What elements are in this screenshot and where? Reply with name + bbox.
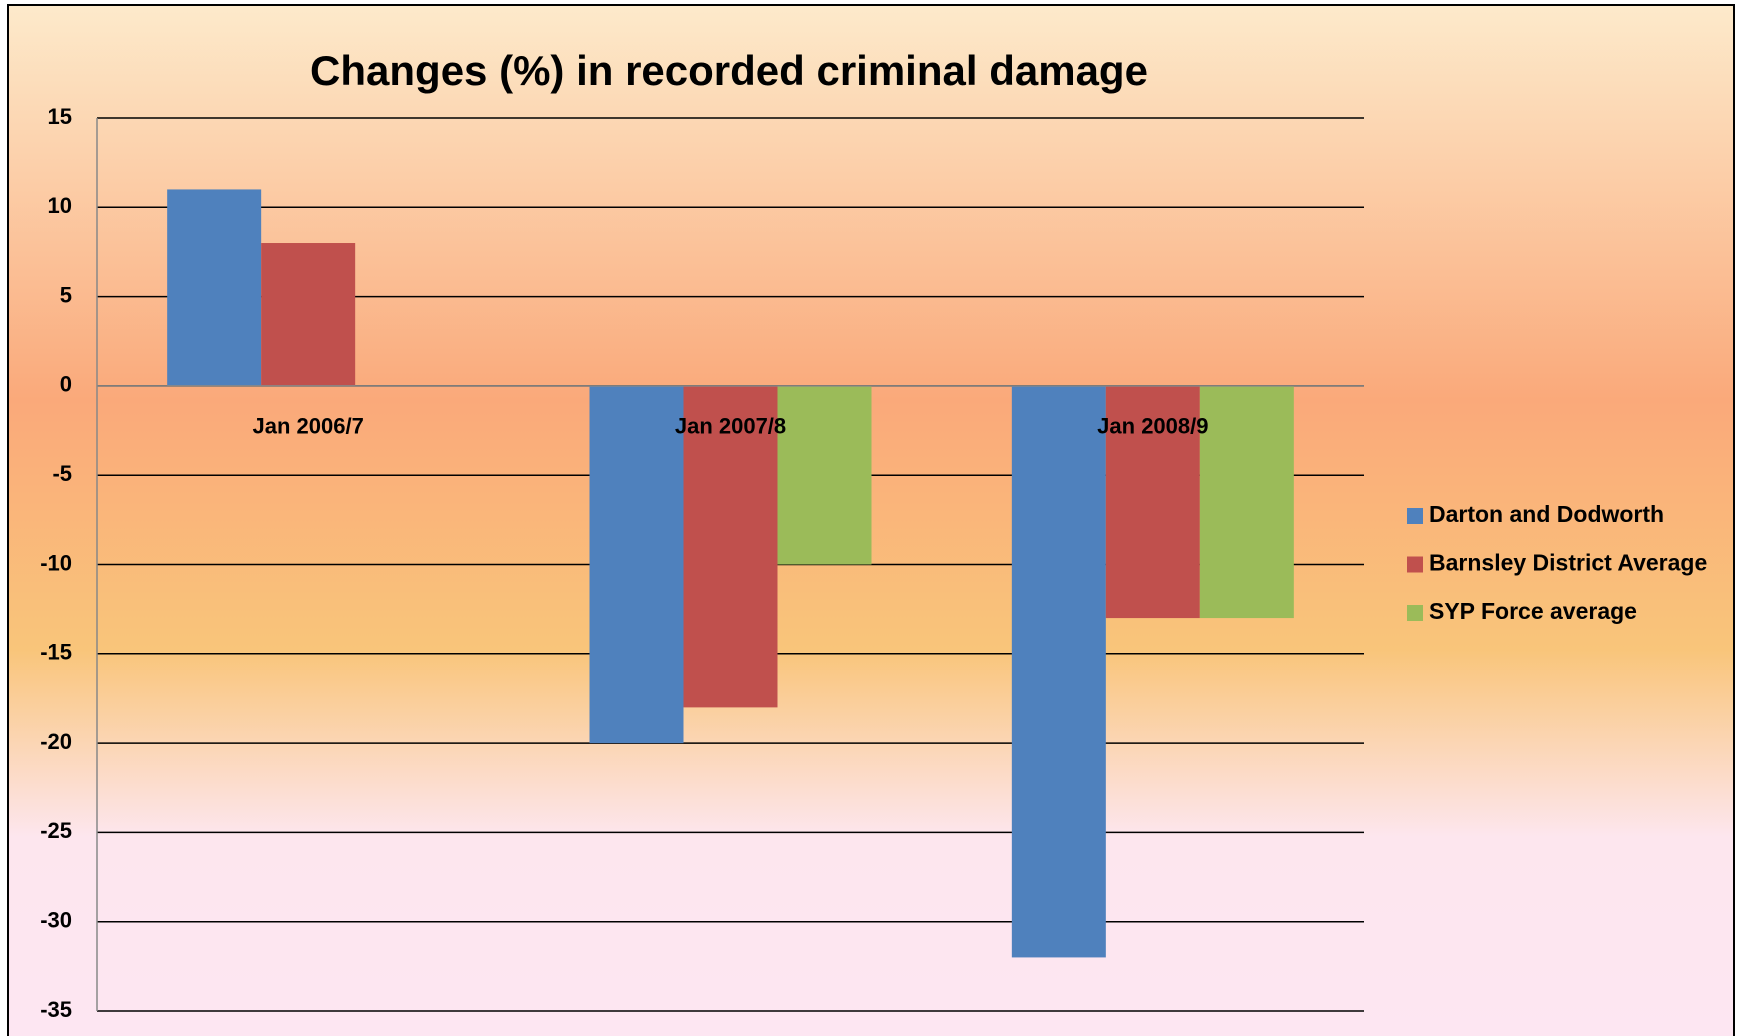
legend-label: SYP Force average [1429, 598, 1637, 624]
y-tick-label: -10 [40, 550, 72, 575]
y-tick-label: 15 [48, 104, 72, 129]
bar [589, 385, 684, 744]
legend-label: Barnsley District Average [1429, 550, 1707, 576]
y-tick-label: 0 [60, 372, 72, 397]
legend-label: Darton and Dodworth [1429, 501, 1664, 527]
bar [1199, 385, 1294, 619]
legend-swatch [1407, 508, 1423, 524]
bar [1011, 385, 1106, 958]
y-tick-label: 10 [48, 193, 72, 218]
y-tick-label: -5 [52, 461, 72, 486]
y-tick-label: -25 [40, 818, 72, 843]
y-tick-label: -15 [40, 640, 72, 665]
y-tick-label: -35 [40, 997, 72, 1022]
bar [777, 385, 872, 565]
legend-swatch [1407, 556, 1423, 573]
x-tick-label: Jan 2006/7 [253, 414, 364, 439]
y-tick-label: -20 [40, 729, 72, 754]
x-tick-label: Jan 2008/9 [1097, 414, 1208, 439]
legend-swatch [1407, 605, 1423, 621]
bar [1105, 385, 1200, 619]
bar [261, 243, 356, 386]
bar [167, 189, 262, 386]
y-tick-label: 5 [60, 282, 72, 307]
bar [683, 385, 778, 708]
chart-title: Changes (%) in recorded criminal damage [310, 47, 1148, 94]
y-tick-label: -30 [40, 908, 72, 933]
x-tick-label: Jan 2007/8 [675, 414, 786, 439]
